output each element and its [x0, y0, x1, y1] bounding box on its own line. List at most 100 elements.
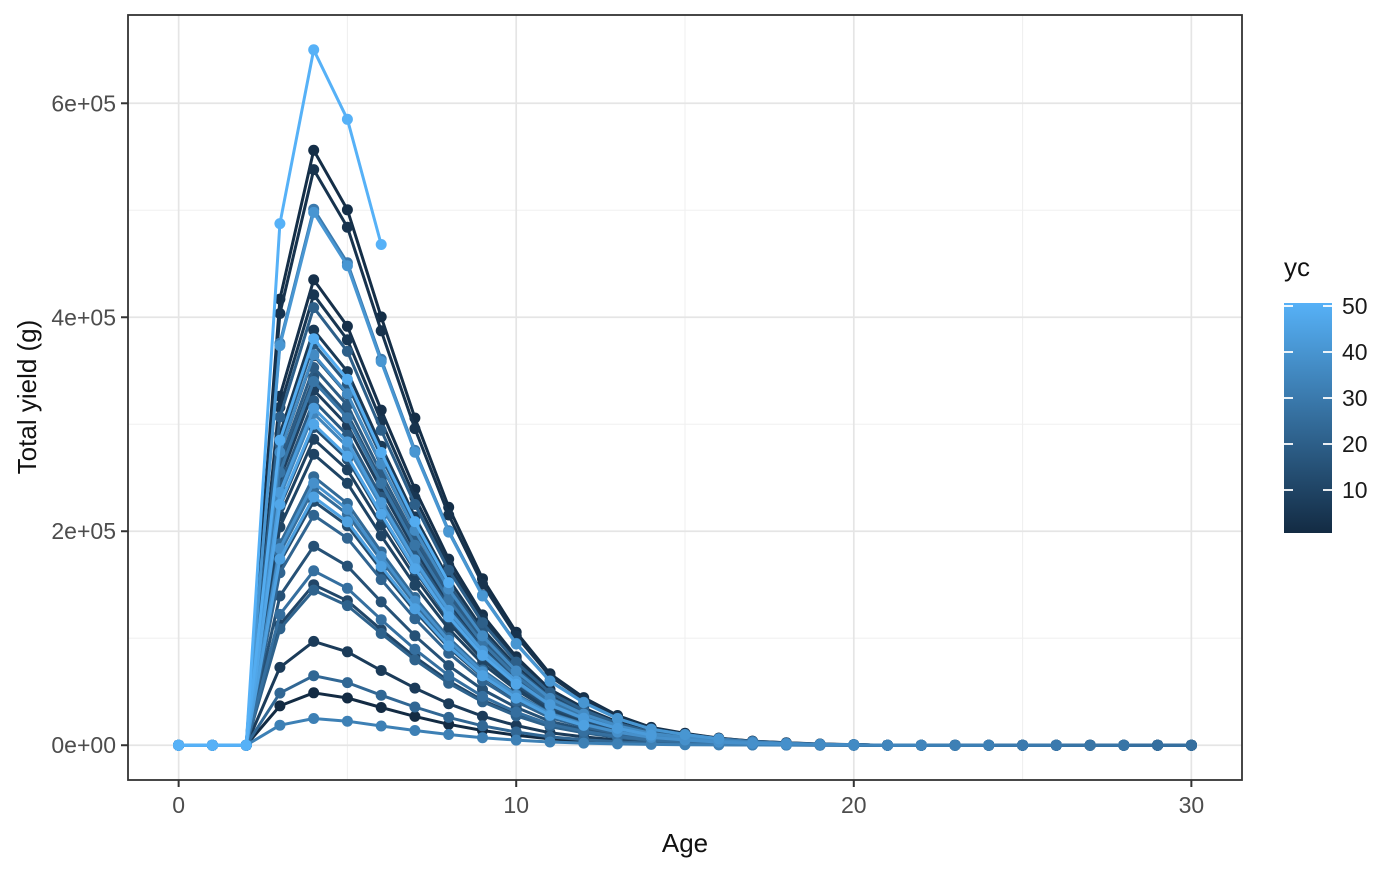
colorbar-legend: yc 50 40 30 20 10 — [1284, 252, 1368, 533]
data-point — [341, 436, 353, 448]
data-point — [443, 660, 455, 672]
data-point — [375, 497, 387, 509]
data-point — [409, 725, 421, 736]
legend-break-label: 40 — [1342, 339, 1368, 365]
data-point — [341, 221, 353, 233]
legend-colorbar — [1284, 303, 1332, 533]
data-point — [308, 164, 320, 176]
data-point — [409, 630, 421, 642]
data-point — [173, 739, 185, 751]
data-point — [375, 447, 387, 458]
data-point — [443, 640, 455, 652]
data-point — [341, 516, 353, 528]
yield-series-yc-40 — [173, 206, 725, 751]
data-point — [308, 477, 320, 489]
panel-border — [127, 14, 1243, 781]
data-point — [308, 289, 320, 301]
data-point — [1152, 739, 1164, 751]
data-point — [308, 713, 320, 724]
axis-tick-marks — [121, 102, 1193, 787]
data-point — [274, 700, 286, 712]
data-point — [1185, 739, 1197, 751]
data-point — [477, 617, 488, 629]
data-point — [544, 718, 556, 730]
data-point — [409, 423, 421, 435]
data-point — [679, 729, 691, 741]
y-tick-label: 0e+00 — [51, 732, 116, 758]
data-point — [341, 503, 353, 515]
data-point — [409, 499, 421, 510]
data-point — [443, 577, 455, 589]
data-point — [612, 722, 623, 734]
data-point — [308, 418, 320, 430]
data-point — [443, 564, 455, 576]
legend-break-label: 50 — [1342, 293, 1368, 319]
legend-title: yc — [1284, 252, 1310, 282]
data-point — [308, 491, 320, 503]
data-point — [477, 649, 488, 661]
data-point — [578, 737, 590, 749]
data-point — [510, 726, 522, 738]
data-point — [308, 44, 320, 56]
data-point — [510, 638, 522, 650]
data-point — [341, 388, 353, 400]
data-point — [341, 715, 353, 727]
data-point — [375, 596, 387, 608]
data-point — [308, 376, 320, 387]
data-point — [443, 677, 455, 689]
data-point — [341, 373, 353, 385]
data-point — [274, 499, 286, 510]
x-tick-label: 20 — [841, 792, 867, 818]
data-point — [375, 477, 387, 489]
data-point — [308, 635, 320, 647]
data-point — [308, 509, 320, 521]
data-point — [274, 608, 286, 620]
data-point — [308, 144, 320, 156]
data-point — [341, 204, 353, 216]
data-point — [983, 739, 995, 751]
x-tick-label: 10 — [503, 792, 529, 818]
data-point — [341, 113, 353, 125]
data-point — [341, 532, 353, 544]
data-point — [578, 697, 590, 709]
data-point — [949, 739, 961, 751]
data-point — [308, 565, 320, 577]
data-point — [308, 302, 320, 314]
data-point — [375, 720, 387, 732]
data-point — [341, 692, 353, 704]
data-point — [341, 334, 353, 346]
data-point — [341, 677, 353, 689]
data-point — [341, 450, 353, 462]
data-point — [443, 594, 455, 606]
data-point — [477, 710, 488, 722]
data-point — [409, 710, 421, 722]
data-point — [882, 739, 893, 751]
data-point — [274, 661, 286, 673]
data-point — [915, 739, 927, 751]
data-point — [308, 540, 320, 552]
yield-series-yc-50 — [173, 44, 387, 751]
data-point — [510, 665, 522, 677]
data-point — [713, 733, 725, 745]
data-point — [308, 274, 320, 286]
data-point — [274, 411, 286, 423]
data-point — [544, 675, 556, 687]
data-point — [443, 526, 455, 538]
data-point — [375, 574, 387, 586]
data-point — [274, 719, 286, 731]
data-point — [341, 477, 353, 489]
data-point — [443, 729, 455, 740]
data-point — [341, 560, 353, 572]
data-point — [375, 628, 387, 639]
data-point — [375, 551, 387, 562]
data-point — [274, 308, 286, 319]
data-point — [814, 738, 826, 750]
data-point — [375, 239, 387, 250]
axis-tick-labels: 0 10 20 30 0e+00 2e+05 4e+05 6e+05 — [51, 90, 1204, 818]
data-point — [477, 720, 488, 732]
data-point — [409, 539, 421, 551]
data-point — [409, 613, 421, 625]
data-point — [1118, 739, 1130, 751]
data-point — [375, 508, 387, 520]
